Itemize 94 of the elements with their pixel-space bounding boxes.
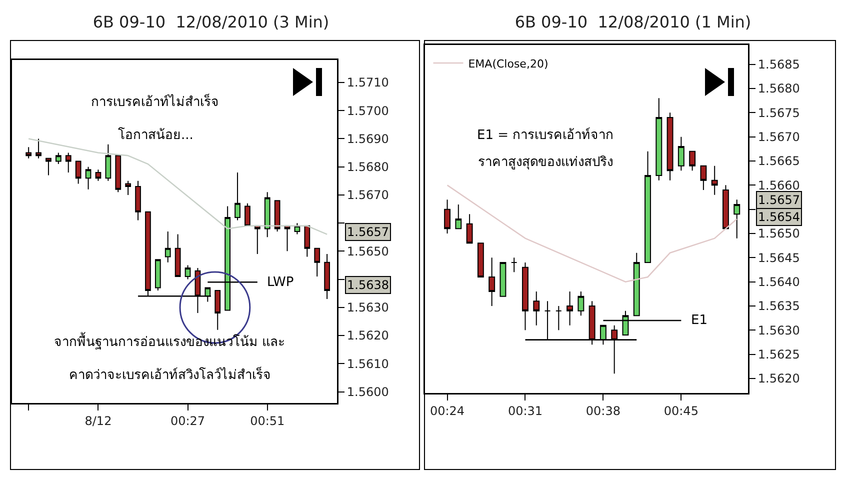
y-tick-label: 1.5680 bbox=[346, 160, 389, 174]
y-tick-label: 1.5670 bbox=[346, 188, 389, 202]
candlestick bbox=[135, 180, 141, 221]
text: 1.5638 bbox=[347, 278, 389, 292]
line-series bbox=[446, 184, 738, 282]
annotation: ราคาสูงสุดของแท่งสปริง bbox=[478, 155, 613, 170]
candlestick bbox=[477, 242, 484, 278]
candlestick bbox=[164, 231, 171, 263]
candlestick bbox=[666, 112, 674, 181]
y-tick-label: 1.5675 bbox=[758, 106, 800, 120]
candlestick bbox=[36, 138, 42, 159]
candlestick bbox=[125, 180, 132, 196]
x-tick-label: 00:38 bbox=[586, 404, 621, 418]
candlestick bbox=[115, 155, 122, 193]
annotation: จากพื้นฐานการอ่อนแรงของแนวโน้ม และ bbox=[54, 332, 286, 350]
y-tick-label: 1.5625 bbox=[758, 348, 800, 362]
candlestick bbox=[578, 291, 584, 316]
candlestick bbox=[734, 199, 740, 239]
candlestick bbox=[689, 150, 696, 172]
candlestick bbox=[105, 144, 112, 182]
x-tick-label: 00:24 bbox=[430, 404, 465, 418]
y-tick-label: 1.5650 bbox=[346, 244, 389, 258]
text: 1.5657 bbox=[347, 225, 389, 239]
candlestick bbox=[264, 192, 270, 238]
candlestick bbox=[85, 166, 92, 190]
y-tick-label: 1.5680 bbox=[758, 82, 800, 96]
x-tick-label: 00:45 bbox=[664, 404, 698, 418]
candlestick bbox=[244, 202, 250, 226]
candlestick bbox=[500, 262, 506, 297]
chart-title: 6B 09-10 12/08/2010 (3 Min) bbox=[92, 12, 330, 32]
y-tick-label: 1.5610 bbox=[346, 356, 389, 371]
y-tick-label: 1.5635 bbox=[758, 299, 800, 314]
y-tick-label: 1.5690 bbox=[346, 132, 389, 146]
candlestick bbox=[700, 165, 707, 190]
candlestick bbox=[154, 259, 161, 292]
text: 1.5657 bbox=[758, 193, 800, 207]
y-tick-label: 1.5600 bbox=[346, 384, 389, 399]
candlestick bbox=[184, 264, 191, 280]
candlestick bbox=[65, 152, 72, 173]
y-tick-label: 1.5700 bbox=[346, 104, 389, 118]
y-tick-label: 1.5620 bbox=[346, 328, 389, 343]
candlestick bbox=[46, 158, 52, 176]
candlestick bbox=[466, 214, 473, 244]
candlestick bbox=[55, 152, 62, 165]
candlestick bbox=[324, 253, 330, 300]
y-tick-label: 1.5630 bbox=[758, 323, 800, 338]
annotation: คาดว่าจะเบรคเอ้าท์สวิงโลว์ไม่สำเร็จ bbox=[69, 365, 271, 383]
candlestick bbox=[644, 150, 651, 263]
y-tick-label: 1.5660 bbox=[758, 178, 800, 192]
annotation: โอกาสน้อย... bbox=[118, 127, 194, 143]
x-tick-label: 8/12 bbox=[84, 414, 112, 428]
candlestick bbox=[174, 234, 181, 277]
line-series bbox=[28, 138, 328, 235]
candlestick bbox=[510, 257, 518, 273]
candlestick bbox=[284, 225, 290, 252]
candlestick bbox=[522, 262, 528, 331]
annotation: LWP bbox=[267, 275, 294, 290]
y-tick-label: 1.5630 bbox=[346, 300, 389, 315]
y-tick-label: 1.5640 bbox=[758, 275, 800, 290]
annotation: การเบรคเอ้าท์ไม่สำเร็จ bbox=[91, 92, 219, 110]
legend-label: EMA(Close,20) bbox=[468, 57, 548, 70]
annotation: E1 = การเบรคเอ้าท์จาก bbox=[477, 127, 614, 143]
candlestick bbox=[304, 225, 310, 258]
chart-title: 6B 09-10 12/08/2010 (1 Min) bbox=[514, 12, 752, 32]
candlestick bbox=[214, 290, 221, 330]
x-tick-label: 00:31 bbox=[508, 404, 543, 418]
candlestick bbox=[711, 165, 718, 196]
candlestick bbox=[75, 160, 82, 184]
candlestick bbox=[95, 169, 102, 182]
candlestick bbox=[722, 184, 729, 230]
y-tick-label: 1.5620 bbox=[758, 372, 800, 386]
candlestick bbox=[633, 252, 640, 316]
candlestick bbox=[314, 248, 320, 277]
y-tick-label: 1.5650 bbox=[758, 226, 800, 241]
candlestick bbox=[234, 172, 240, 221]
candlestick bbox=[555, 306, 562, 331]
y-tick-label: 1.5670 bbox=[758, 130, 800, 144]
y-tick-label: 1.5665 bbox=[758, 154, 800, 168]
y-tick-label: 1.5645 bbox=[758, 250, 800, 265]
candlestick bbox=[533, 291, 540, 326]
candlestick bbox=[444, 199, 450, 234]
x-tick-label: 00:27 bbox=[170, 414, 206, 428]
candlestick bbox=[678, 136, 684, 172]
y-tick-label: 1.5710 bbox=[346, 76, 389, 90]
candlestick bbox=[566, 291, 574, 326]
candlestick bbox=[455, 204, 462, 230]
y-tick-label: 1.5685 bbox=[758, 58, 800, 72]
candlestick bbox=[656, 98, 662, 181]
text: 1.5654 bbox=[758, 210, 800, 224]
candlestick bbox=[488, 257, 496, 306]
candlestick bbox=[254, 225, 260, 254]
x-tick-label: 00:51 bbox=[250, 414, 285, 428]
annotation: E1 bbox=[691, 313, 708, 328]
candlestick bbox=[26, 146, 32, 159]
